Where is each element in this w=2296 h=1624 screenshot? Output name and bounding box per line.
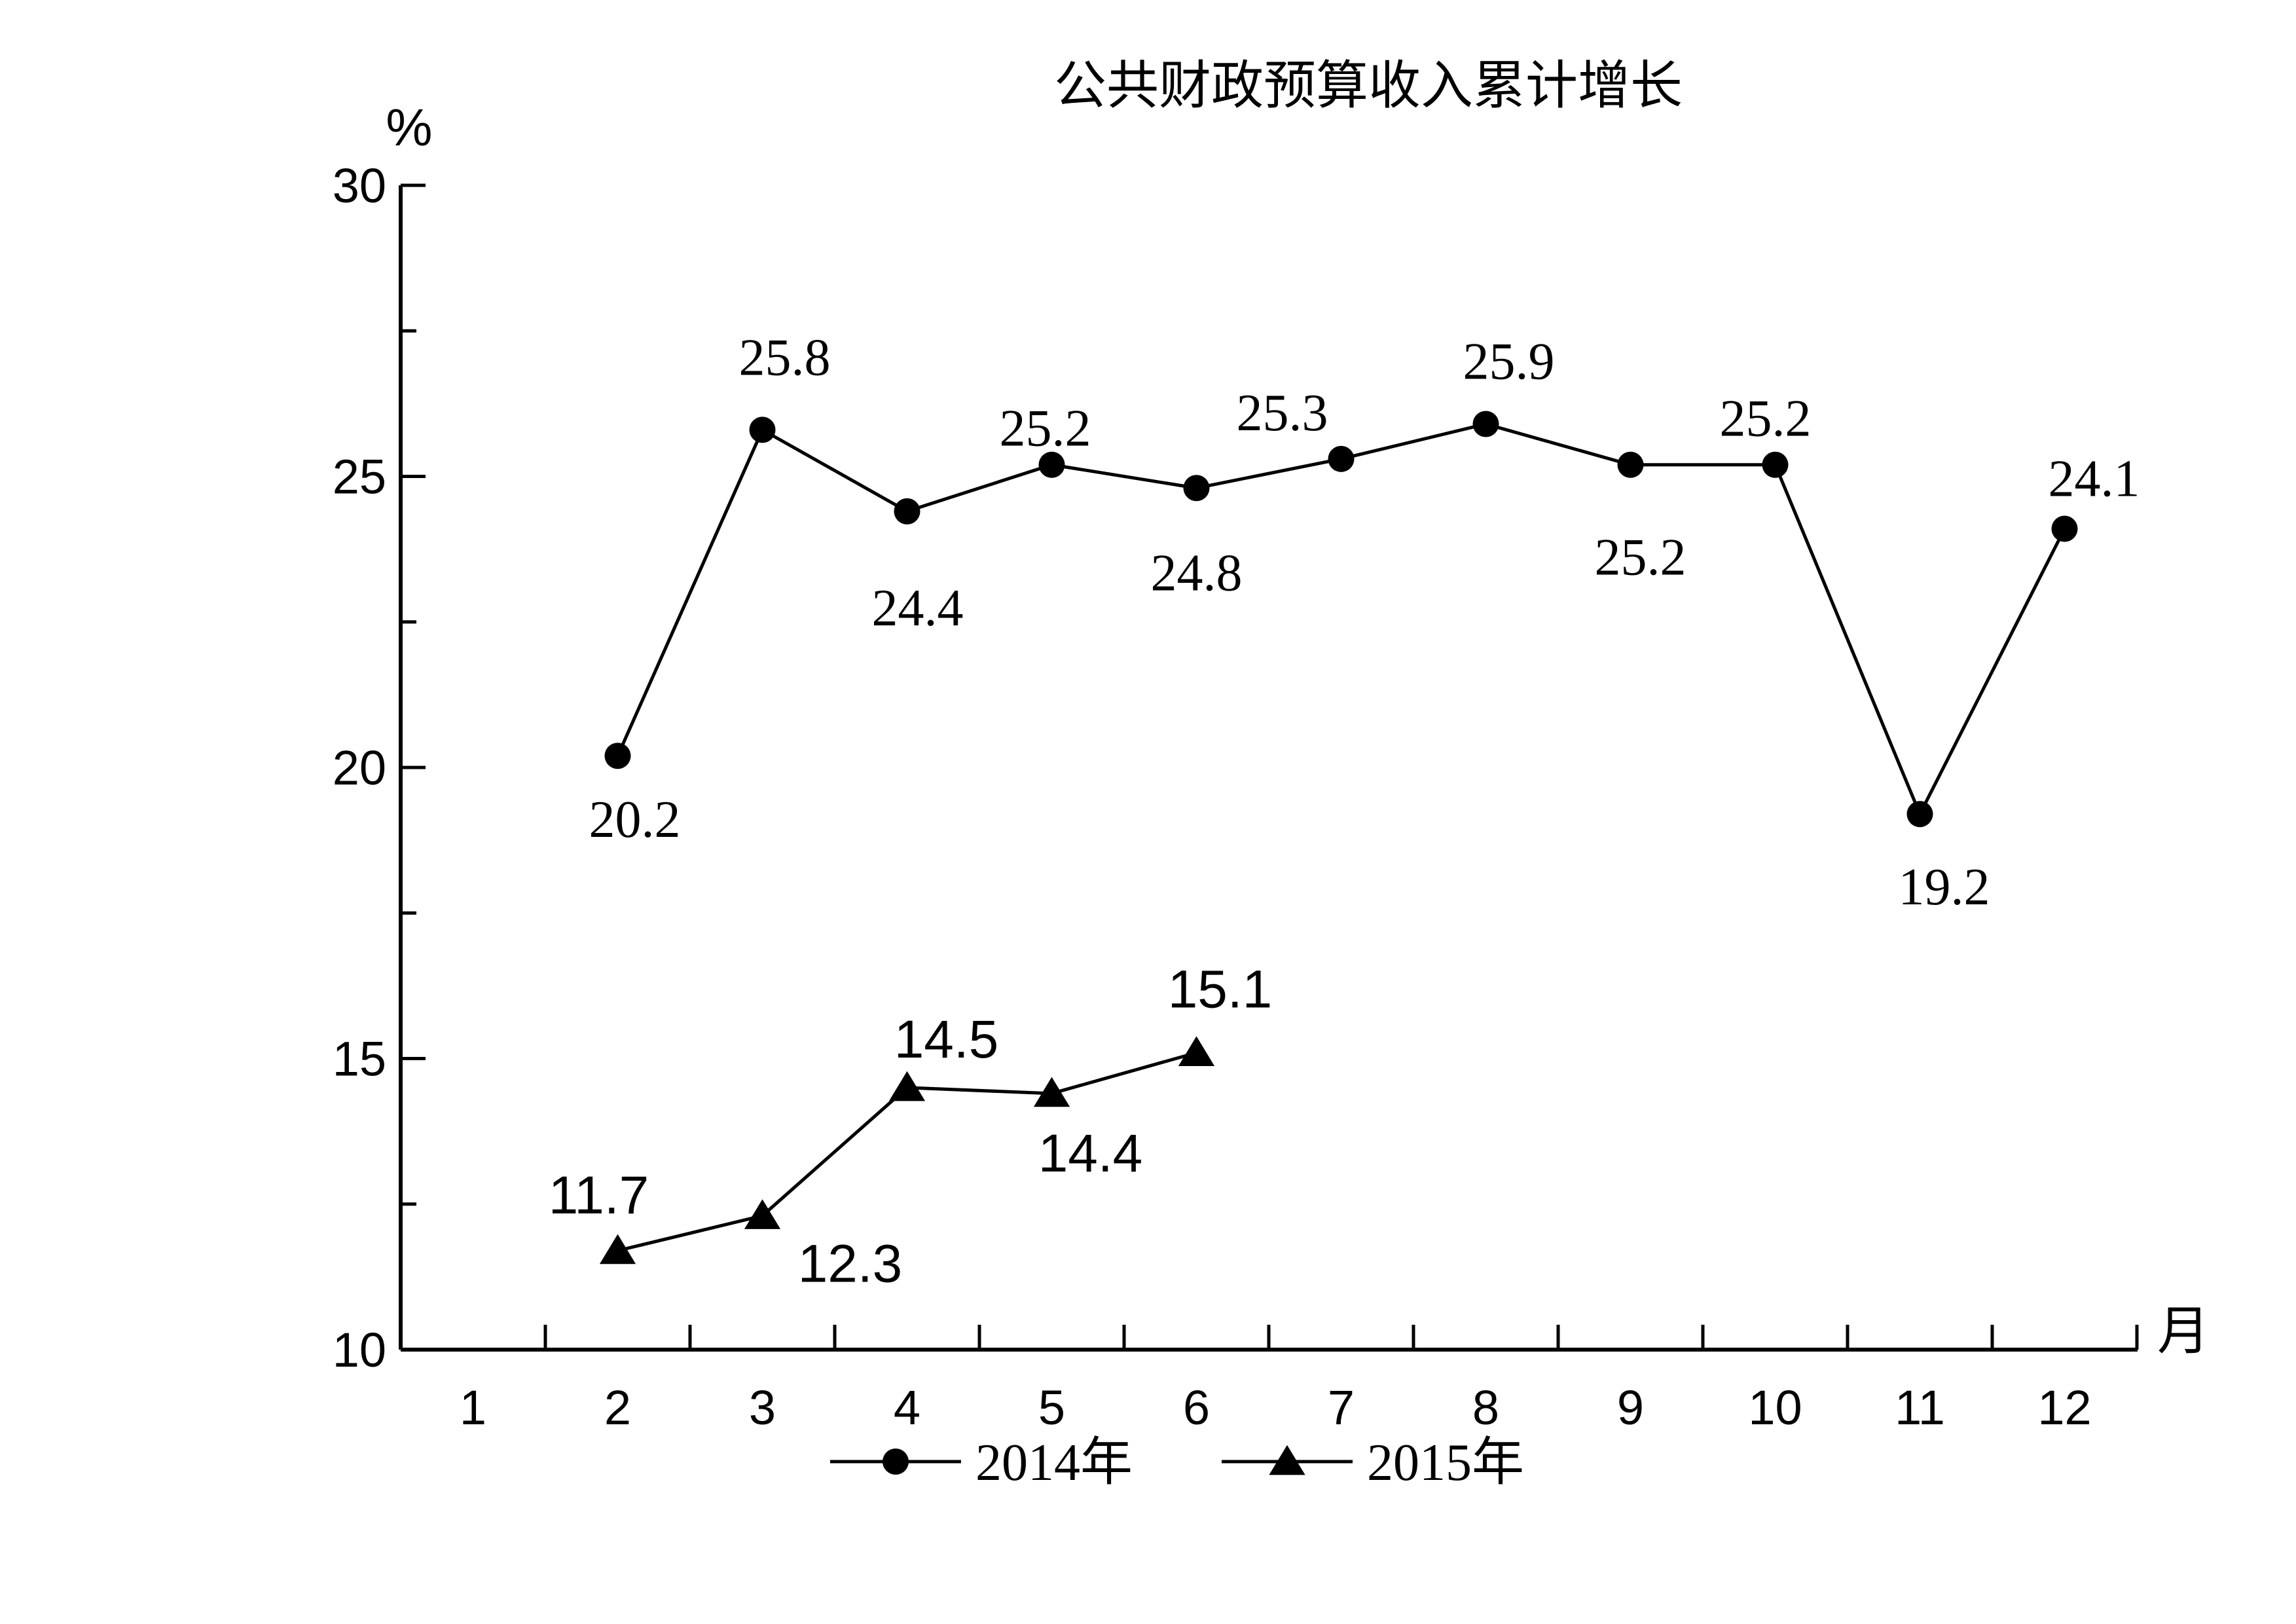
x-tick-label: 11 (1895, 1380, 1945, 1435)
legend-label: 2015年 (1367, 1434, 1524, 1492)
axes (399, 185, 2138, 1352)
data-point-circle (1617, 451, 1644, 478)
series-2 (599, 1036, 1215, 1264)
data-point-circle (1183, 475, 1210, 502)
data-label: 20.2 (589, 791, 681, 849)
series-layer (599, 411, 2078, 1264)
data-labels: 20.2 25.8 24.4 25.2 24.8 25.3 25.9 25.2 25.2 19.2… (549, 329, 2140, 1293)
data-label: 25.2 (1720, 390, 1812, 448)
legend-marker-circle (883, 1449, 909, 1475)
legend-item-1: 2014年 (830, 1434, 1133, 1492)
x-tick-label: 12 (2037, 1380, 2091, 1435)
data-point-triangle (1178, 1036, 1215, 1067)
data-point-circle (1038, 451, 1065, 478)
y-axis-unit: % (386, 98, 432, 157)
y-axis-ticks: 10 15 20 25 30 (333, 158, 426, 1377)
series-line (616, 422, 2066, 819)
x-axis-ticks: 1 2 3 4 5 6 7 8 9 10 11 12 (460, 1325, 2139, 1435)
data-label: 25.8 (739, 329, 831, 386)
x-tick-label: 2 (604, 1380, 631, 1435)
data-label: 24.4 (872, 580, 964, 637)
data-point-circle (1328, 445, 1355, 472)
x-tick-label: 5 (1038, 1380, 1065, 1435)
x-tick-label: 8 (1472, 1380, 1499, 1435)
data-point-circle (604, 743, 631, 769)
data-point-triangle (888, 1071, 926, 1101)
data-label: 12.3 (798, 1234, 903, 1294)
x-tick-label: 10 (1748, 1380, 1802, 1435)
series-1 (604, 411, 2078, 828)
data-label: 14.4 (1038, 1124, 1143, 1183)
data-point-triangle (1033, 1077, 1070, 1107)
legend-marker-triangle (1269, 1445, 1305, 1475)
y-tick-label: 10 (333, 1323, 386, 1377)
y-tick-label: 25 (333, 450, 386, 504)
legend-label: 2014年 (975, 1434, 1133, 1492)
data-label: 25.9 (1463, 333, 1555, 390)
y-tick-label: 15 (333, 1032, 386, 1086)
x-tick-label: 1 (460, 1380, 486, 1435)
x-tick-label: 4 (894, 1380, 920, 1435)
data-point-circle (1762, 451, 1789, 478)
data-point-circle (1906, 801, 1933, 828)
x-tick-label: 7 (1328, 1380, 1355, 1435)
data-label: 14.5 (894, 1010, 999, 1069)
x-axis-unit: 月 (2157, 1303, 2210, 1361)
y-tick-label: 20 (333, 741, 386, 795)
data-point-triangle (744, 1199, 781, 1229)
chart-title: 公共财政预算收入累计增长 (1054, 58, 1683, 115)
data-point-triangle (599, 1234, 636, 1264)
data-label: 25.2 (1595, 529, 1686, 587)
data-label: 24.1 (2049, 451, 2140, 508)
data-label: 25.3 (1237, 384, 1328, 442)
x-tick-label: 3 (749, 1380, 776, 1435)
data-label: 15.1 (1168, 960, 1273, 1020)
data-label: 11.7 (549, 1166, 649, 1225)
x-tick-label: 6 (1183, 1380, 1210, 1435)
legend-item-2: 2015年 (1222, 1434, 1524, 1492)
data-point-circle (749, 416, 776, 443)
data-point-circle (1472, 411, 1499, 437)
y-tick-label: 30 (333, 158, 386, 213)
x-tick-label: 9 (1617, 1380, 1644, 1435)
legend: 2014年 2015年 (830, 1434, 1524, 1492)
data-label: 25.2 (1000, 400, 1091, 458)
data-label: 24.8 (1151, 544, 1243, 602)
data-point-circle (2051, 515, 2078, 542)
data-point-circle (894, 498, 920, 525)
data-label: 19.2 (1899, 858, 1990, 916)
